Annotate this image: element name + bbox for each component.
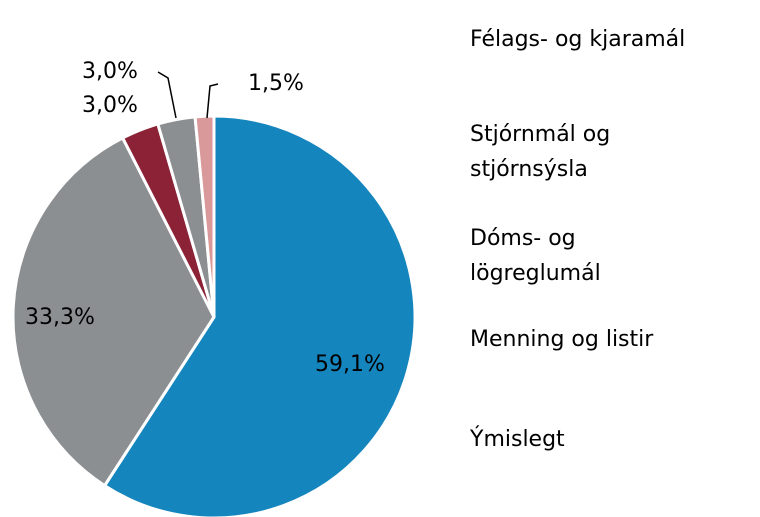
data-label: 3,0% (82, 93, 138, 118)
legend-label: Ýmislegt (470, 427, 565, 452)
legend-label: Stjórnmál og stjórnsýsla (470, 122, 611, 182)
legend-label: Dóms- og lögreglumál (470, 226, 601, 286)
leader-line (206, 83, 219, 119)
data-label: 1,5% (248, 71, 304, 96)
data-label: 59,1% (315, 352, 385, 377)
data-label: 3,0% (82, 59, 138, 84)
legend-label: Félags- og kjaramál (470, 27, 686, 52)
pie-slice (102, 114, 417, 517)
pie-slice (193, 114, 216, 318)
legend-label: Menning og listir (470, 327, 654, 352)
data-label: 33,3% (25, 305, 95, 330)
leader-line (157, 71, 177, 119)
pie-slice (11, 135, 216, 488)
